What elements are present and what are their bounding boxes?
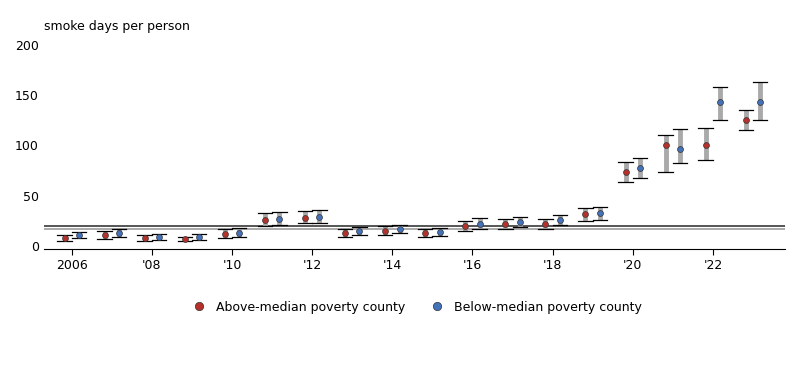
Point xyxy=(619,170,632,176)
Point xyxy=(474,221,486,227)
Point xyxy=(298,215,311,220)
Point xyxy=(634,166,646,171)
Point xyxy=(178,236,191,241)
Point xyxy=(514,219,526,224)
Point xyxy=(258,217,271,223)
Point xyxy=(594,210,606,216)
Point xyxy=(138,235,151,241)
Point xyxy=(393,226,406,231)
Point xyxy=(353,228,366,234)
Point xyxy=(58,235,71,241)
Point xyxy=(153,234,166,240)
Point xyxy=(739,117,752,123)
Point xyxy=(113,230,126,236)
Point xyxy=(378,228,391,234)
Point xyxy=(579,210,592,216)
Point xyxy=(434,229,446,234)
Point xyxy=(193,234,206,240)
Point xyxy=(73,232,86,238)
Point xyxy=(659,142,672,148)
Text: smoke days per person: smoke days per person xyxy=(44,20,190,33)
Point xyxy=(218,231,231,237)
Point xyxy=(273,216,286,222)
Point xyxy=(539,221,552,227)
Point xyxy=(313,214,326,220)
Point xyxy=(233,230,246,236)
Point xyxy=(499,221,512,227)
Point xyxy=(338,230,351,236)
Point xyxy=(714,99,726,105)
Point xyxy=(459,223,472,229)
Legend: Above-median poverty county, Below-median poverty county: Above-median poverty county, Below-media… xyxy=(182,296,647,319)
Point xyxy=(98,232,111,238)
Point xyxy=(554,217,566,223)
Point xyxy=(674,146,686,152)
Point xyxy=(418,230,431,236)
Point xyxy=(699,142,712,148)
Point xyxy=(754,99,766,105)
